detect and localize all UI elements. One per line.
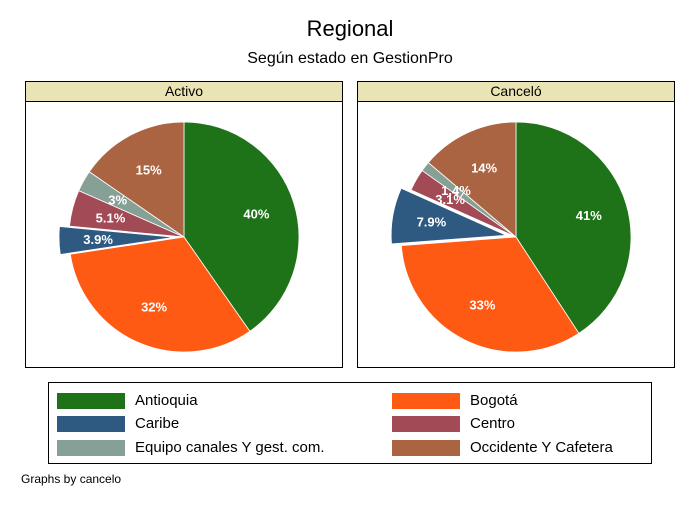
slice-label-centro: 5.1% bbox=[96, 210, 126, 225]
chart-subtitle: Según estado en GestionPro bbox=[247, 50, 453, 67]
slice-label-antioquia: 40% bbox=[243, 207, 269, 222]
legend-label-occidente: Occidente Y Cafetera bbox=[470, 439, 613, 456]
chart-title: Regional bbox=[306, 16, 394, 41]
graphs-by-note: Graphs by cancelo bbox=[21, 472, 122, 486]
panel-header-cancelo: Canceló bbox=[358, 82, 674, 102]
slice-label-caribe: 7.9% bbox=[417, 215, 447, 230]
legend-label-caribe: Caribe bbox=[135, 415, 180, 432]
legend-swatch-bogota bbox=[392, 393, 460, 409]
slice-label-centro: 3.1% bbox=[435, 192, 465, 207]
legend: Antioquia Bogotá Caribe Centro Equipo ca… bbox=[48, 382, 652, 464]
legend-swatch-caribe bbox=[57, 416, 125, 432]
slice-label-occidente-y-cafetera: 15% bbox=[136, 162, 162, 177]
pie-chart-activo: 40% 32% 3.9% 5.1% 3% 15% bbox=[58, 121, 300, 353]
legend-swatch-occidente bbox=[392, 440, 460, 456]
legend-label-antioquia: Antioquia bbox=[135, 392, 198, 409]
pie-slice-occidente-y-cafetera bbox=[88, 121, 185, 238]
pie-slice-bogota bbox=[400, 236, 580, 353]
legend-label-equipo-canales: Equipo canales Y gest. com. bbox=[135, 439, 325, 456]
slice-label-bogota: 33% bbox=[469, 298, 495, 313]
pie-slice-antioquia bbox=[183, 121, 300, 332]
slice-label-occidente-y-cafetera: 14% bbox=[471, 161, 497, 176]
pie-slice-caribe bbox=[58, 226, 175, 256]
panel-header-activo: Activo bbox=[26, 82, 342, 102]
panel-cancelo: Canceló 41% 33% 7.9% 3.1% 1.4% 14% bbox=[357, 81, 675, 368]
slice-label-equipo-canales-y-gest-com: 1.4% bbox=[441, 183, 471, 198]
legend-label-bogota: Bogotá bbox=[470, 392, 518, 409]
legend-swatch-centro bbox=[392, 416, 460, 432]
pie-slice-occidente-y-cafetera bbox=[427, 121, 517, 238]
legend-swatch-equipo-canales bbox=[57, 440, 125, 456]
pie-slice-bogota bbox=[69, 236, 251, 353]
pie-slice-caribe bbox=[390, 187, 507, 245]
pie-chart-cancelo: 41% 33% 7.9% 3.1%1.4%14% bbox=[390, 121, 632, 353]
slice-label-caribe: 3.9% bbox=[83, 232, 113, 247]
slice-label-bogota: 32% bbox=[141, 299, 167, 314]
legend-label-centro: Centro bbox=[470, 415, 516, 432]
slice-label-equipo-canales-y-gest-com: 3% bbox=[108, 193, 127, 208]
slice-label-antioquia: 41% bbox=[576, 208, 602, 223]
legend-swatch-antioquia bbox=[57, 393, 125, 409]
panel-activo: Activo 40% 32% 3.9% 5.1% 3% 15% bbox=[25, 81, 343, 368]
